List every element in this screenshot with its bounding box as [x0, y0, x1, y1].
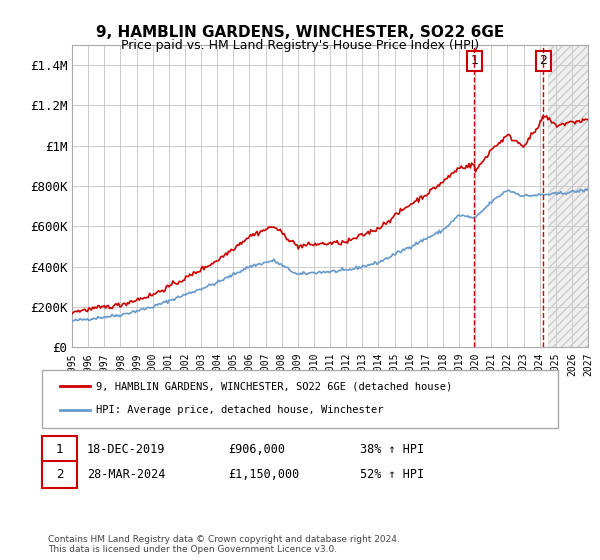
Text: 2: 2: [539, 54, 547, 67]
Text: 9, HAMBLIN GARDENS, WINCHESTER, SO22 6GE (detached house): 9, HAMBLIN GARDENS, WINCHESTER, SO22 6GE…: [96, 381, 452, 391]
Text: 28-MAR-2024: 28-MAR-2024: [87, 468, 166, 482]
Bar: [548, 45, 588, 347]
Text: HPI: Average price, detached house, Winchester: HPI: Average price, detached house, Winc…: [96, 405, 383, 416]
Text: £906,000: £906,000: [228, 443, 285, 456]
Text: £1,150,000: £1,150,000: [228, 468, 299, 482]
Bar: [548, 45, 588, 347]
Text: 9, HAMBLIN GARDENS, WINCHESTER, SO22 6GE: 9, HAMBLIN GARDENS, WINCHESTER, SO22 6GE: [96, 25, 504, 40]
Text: 38% ↑ HPI: 38% ↑ HPI: [360, 443, 424, 456]
Text: 2: 2: [56, 468, 63, 482]
Text: 1: 1: [470, 54, 478, 67]
Text: Contains HM Land Registry data © Crown copyright and database right 2024.
This d: Contains HM Land Registry data © Crown c…: [48, 535, 400, 554]
Text: 18-DEC-2019: 18-DEC-2019: [87, 443, 166, 456]
Text: 1: 1: [56, 443, 63, 456]
Text: 52% ↑ HPI: 52% ↑ HPI: [360, 468, 424, 482]
Text: Price paid vs. HM Land Registry's House Price Index (HPI): Price paid vs. HM Land Registry's House …: [121, 39, 479, 52]
